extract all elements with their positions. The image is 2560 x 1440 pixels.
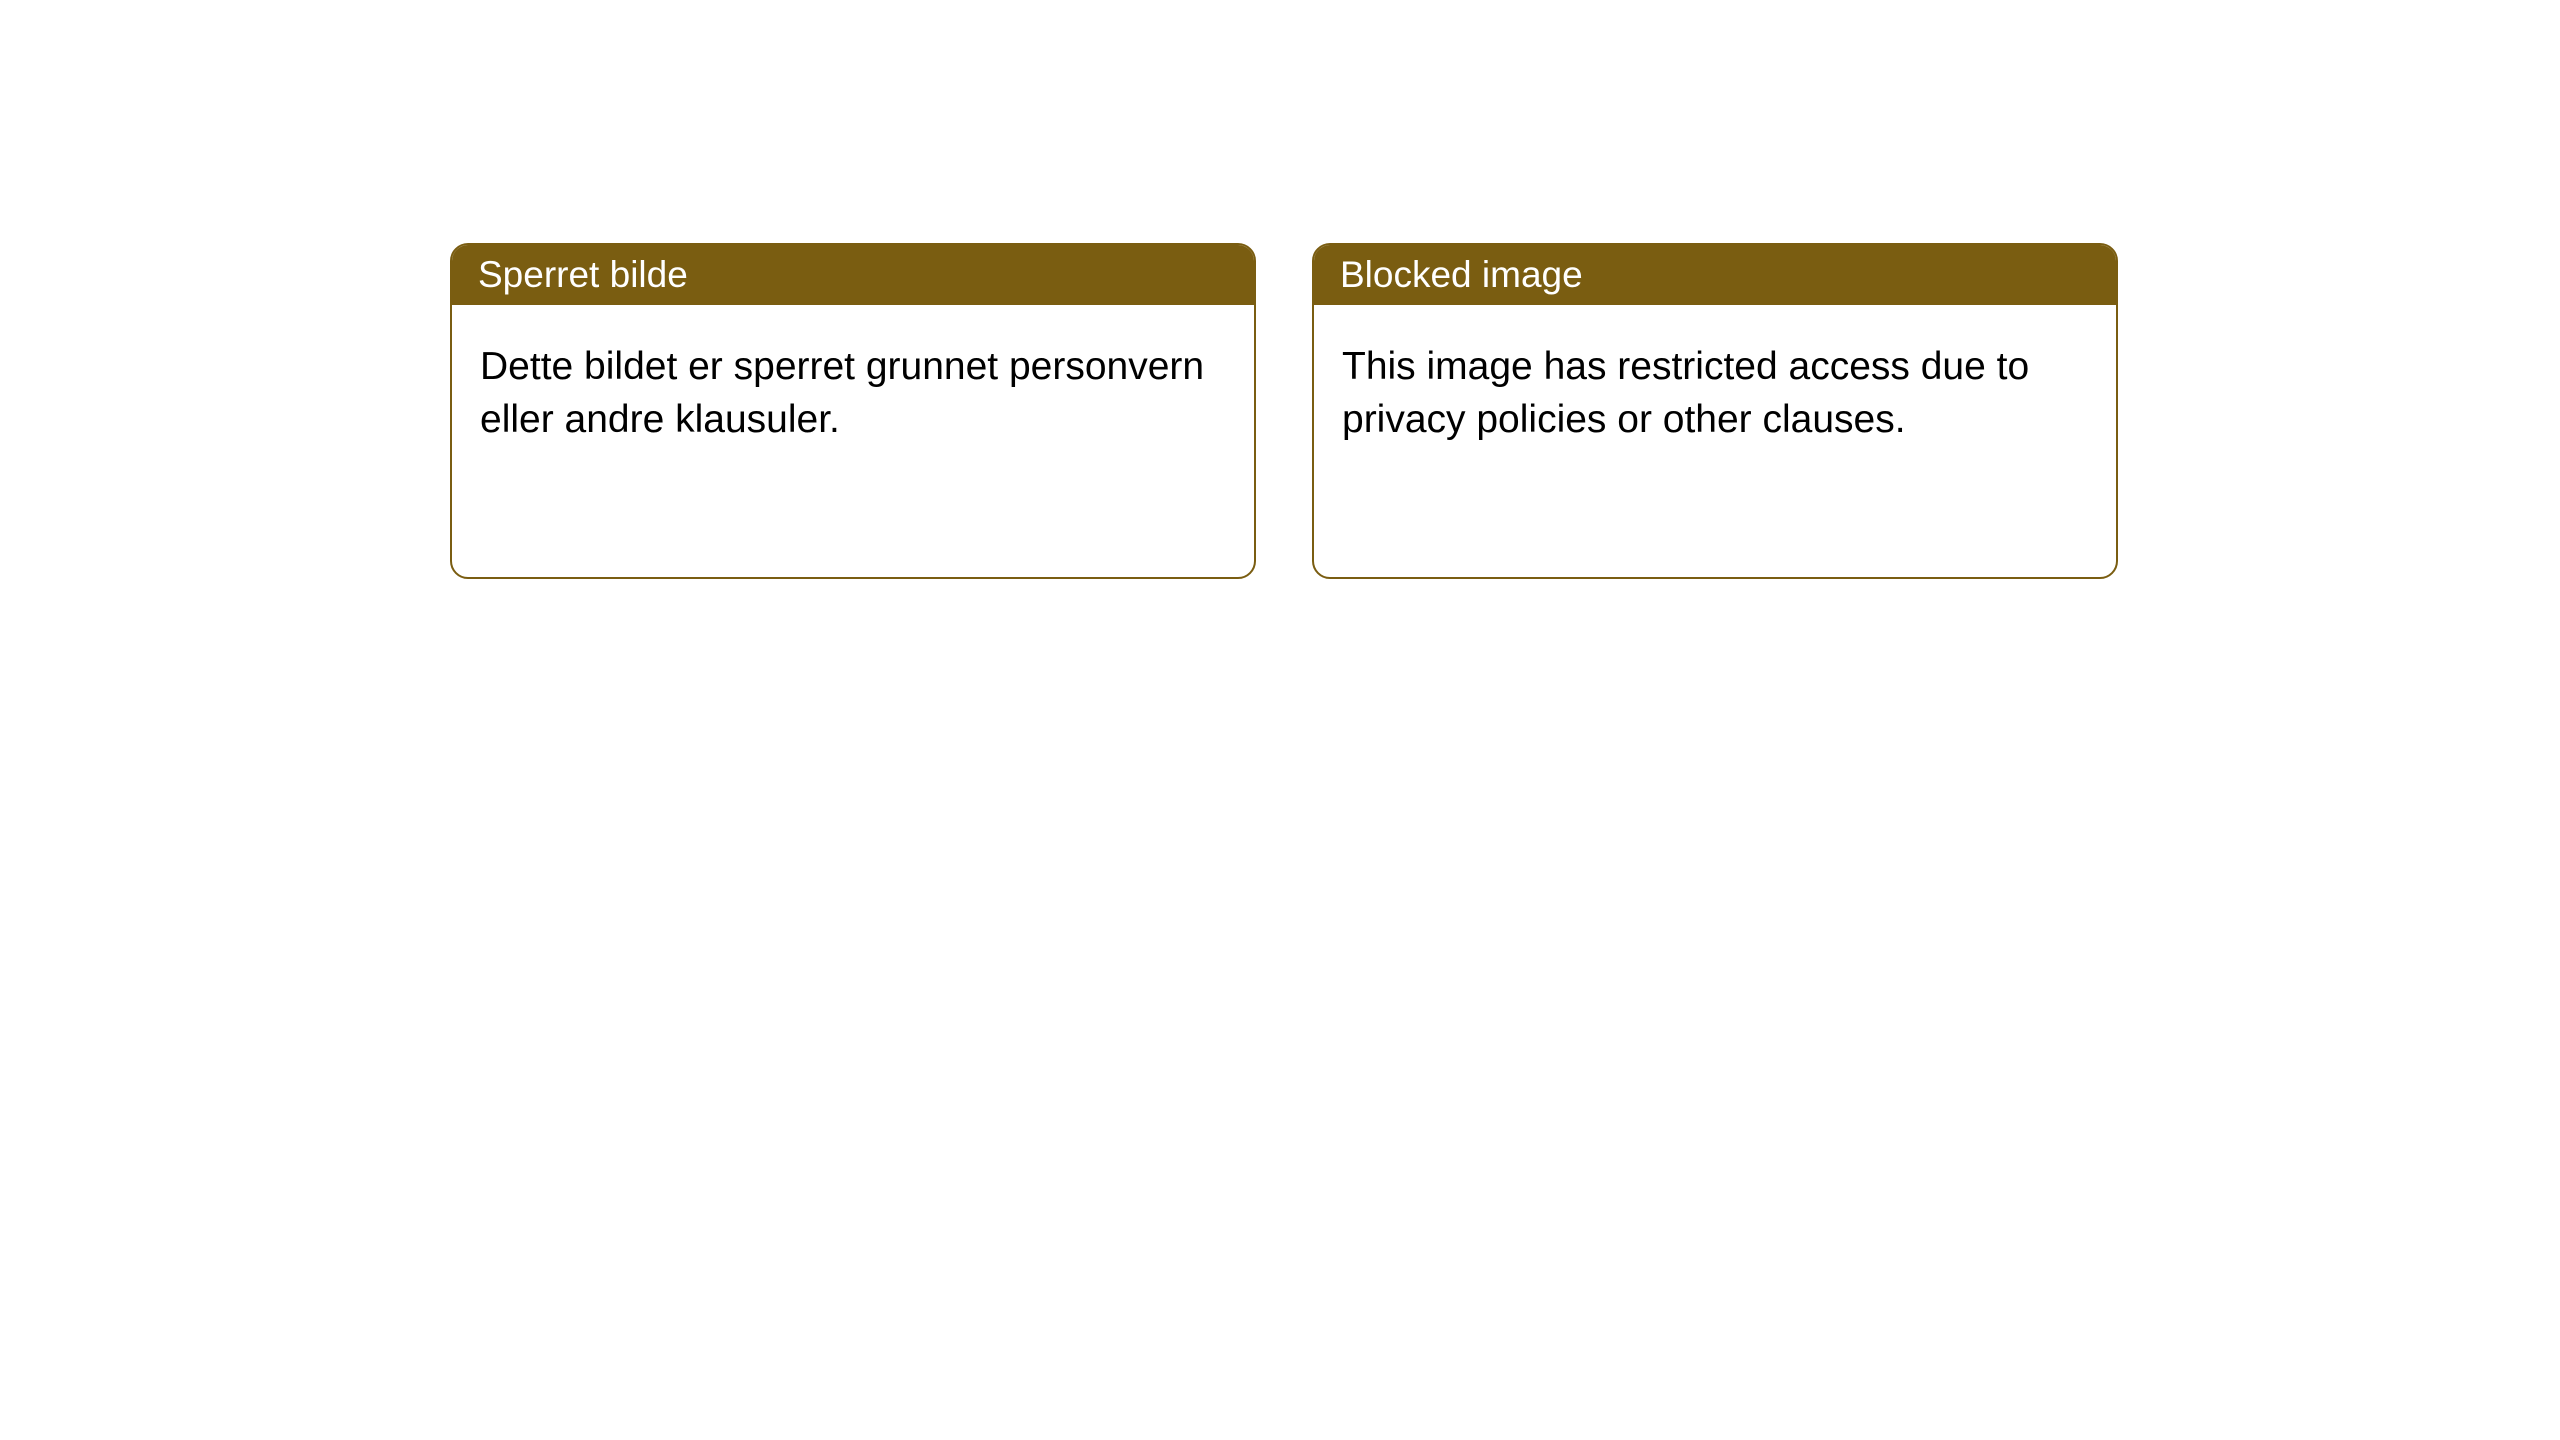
card-body-text: Dette bildet er sperret grunnet personve… — [480, 345, 1204, 441]
notice-cards-container: Sperret bilde Dette bildet er sperret gr… — [450, 243, 2118, 579]
card-title: Blocked image — [1340, 254, 1583, 296]
notice-card-english: Blocked image This image has restricted … — [1312, 243, 2118, 579]
card-header: Sperret bilde — [452, 245, 1254, 305]
card-body: Dette bildet er sperret grunnet personve… — [452, 305, 1254, 482]
card-title: Sperret bilde — [478, 254, 688, 296]
card-body: This image has restricted access due to … — [1314, 305, 2116, 482]
card-header: Blocked image — [1314, 245, 2116, 305]
card-body-text: This image has restricted access due to … — [1342, 345, 2029, 441]
notice-card-norwegian: Sperret bilde Dette bildet er sperret gr… — [450, 243, 1256, 579]
